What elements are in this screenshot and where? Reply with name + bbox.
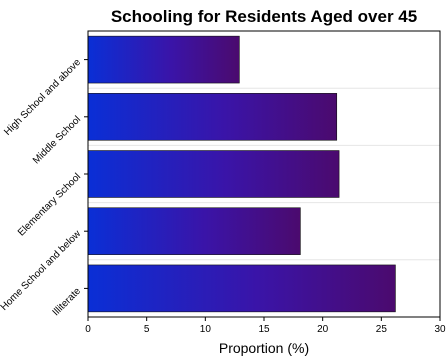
x-tick-label: 25 <box>376 324 388 335</box>
grid-layer <box>88 87 440 261</box>
bar <box>87 207 301 255</box>
y-category-label: Middle School <box>31 114 83 166</box>
x-tick-label: 0 <box>85 324 91 335</box>
x-tick-label: 10 <box>200 324 212 335</box>
bar <box>87 35 240 84</box>
y-category-label: Elementary School <box>16 171 83 238</box>
x-tick-label: 5 <box>144 324 150 335</box>
x-axis-label: Proportion (%) <box>219 340 309 356</box>
bars-layer <box>87 35 396 313</box>
x-tick-label: 20 <box>317 324 329 335</box>
x-axis-ticks: 0 5 10 15 20 25 30 <box>85 317 446 335</box>
x-tick-label: 15 <box>258 324 270 335</box>
bar <box>87 150 340 198</box>
chart-title: Schooling for Residents Aged over 45 <box>111 7 417 26</box>
y-category-label: Illiterate <box>51 285 84 318</box>
bar <box>87 264 396 313</box>
x-tick-label: 30 <box>434 324 446 335</box>
bar <box>87 93 338 141</box>
